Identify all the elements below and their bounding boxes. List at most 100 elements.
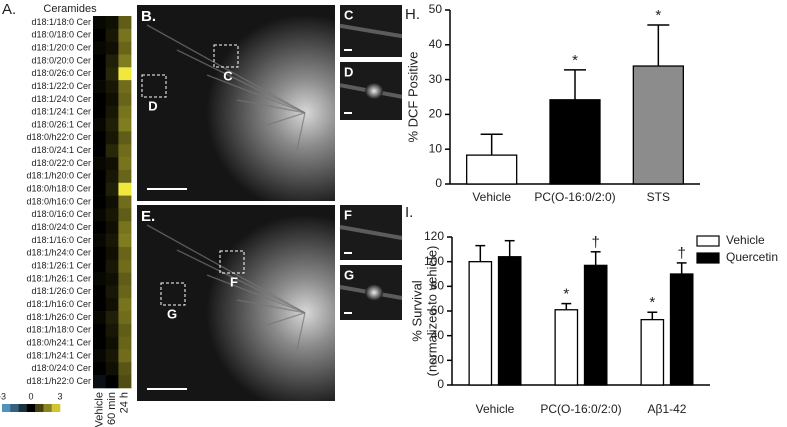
- heat-cell: [105, 323, 119, 337]
- heat-cell: [93, 285, 106, 299]
- bar: [468, 261, 493, 386]
- cell-body: [365, 83, 384, 99]
- heat-cell: [118, 169, 132, 184]
- row-label: d18:1/h18:0 Cer: [26, 325, 91, 335]
- row-label: d18:0/18:0 Cer: [31, 30, 91, 40]
- significance-mark: *: [649, 294, 655, 311]
- y-tick-label: 80: [431, 279, 445, 293]
- heat-cell: [118, 131, 132, 145]
- legend-label: Vehicle: [726, 233, 765, 247]
- heat-cell: [118, 323, 132, 337]
- heat-cell: [118, 67, 132, 81]
- row-label: d18:0/h16:0 Cer: [26, 196, 91, 206]
- heat-cell: [93, 54, 106, 68]
- heat-cell: [118, 234, 132, 248]
- neurite: [266, 112, 306, 126]
- heat-cell: [105, 16, 119, 30]
- heat-cell: [105, 259, 119, 273]
- heat-cell: [105, 208, 119, 222]
- heat-cell: [105, 157, 119, 171]
- row-label: d18:1/22:0 Cer: [31, 81, 91, 91]
- heat-cell: [93, 157, 106, 171]
- neurite: [176, 249, 306, 314]
- heat-cell: [105, 182, 119, 196]
- neurite: [146, 224, 306, 314]
- row-label: d18:1/26:1 Cer: [31, 261, 91, 271]
- heat-cell: [118, 118, 132, 132]
- heat-cell: [93, 375, 106, 389]
- heat-cell: [118, 349, 132, 363]
- y-tick-label: 60: [431, 303, 445, 317]
- row-label: d18:0/24:1 Cer: [31, 145, 91, 155]
- heat-cell: [93, 272, 106, 286]
- bar: [497, 256, 522, 386]
- micrograph: E. F G: [137, 205, 335, 401]
- heat-cell: [118, 182, 132, 196]
- row-label: d18:0/h22:0 Cer: [26, 132, 91, 142]
- x-tick-label: Vehicle: [476, 402, 515, 416]
- heat-cell: [93, 144, 106, 158]
- heat-cell: [105, 92, 119, 107]
- panel-letter: H.: [405, 6, 420, 23]
- row-label: d18:0/24:0 Cer: [31, 222, 91, 232]
- inset-box: [160, 282, 186, 306]
- heat-cell: [118, 41, 132, 55]
- bar: [632, 65, 684, 185]
- heat-cell: [93, 349, 106, 363]
- heat-cell: [93, 131, 106, 145]
- y-tick-label: 20: [431, 353, 445, 367]
- heat-cell: [105, 118, 119, 132]
- colorbar-cell: [18, 404, 28, 412]
- heat-cell: [118, 16, 132, 30]
- heat-cell: [118, 375, 132, 389]
- inset-box-label: C: [223, 68, 233, 83]
- heat-cell: [93, 80, 106, 94]
- panel-letter: A.: [2, 1, 16, 18]
- heat-cell: [118, 362, 132, 376]
- heat-cell: [105, 221, 119, 235]
- heat-cell: [105, 54, 119, 68]
- row-label: d18:0/24:0 Cer: [31, 363, 91, 373]
- heat-cell: [93, 182, 106, 196]
- x-tick-label: PC(O-16:0/2:0): [534, 190, 615, 204]
- micrograph-image: [137, 5, 335, 201]
- heat-cell: [93, 323, 106, 337]
- micrograph: G: [339, 265, 403, 320]
- colorbar-cell: [51, 404, 61, 412]
- x-tick-label: Aβ1-42: [648, 402, 687, 416]
- row-label: d18:1/26:0 Cer: [31, 286, 91, 296]
- legend-swatch: [696, 235, 720, 247]
- heat-cell: [105, 195, 119, 209]
- panel-letter: F: [344, 207, 352, 222]
- y-tick-label: 40: [429, 37, 443, 51]
- heat-cell: [118, 208, 132, 222]
- panel-letter: I.: [405, 204, 413, 221]
- neurite: [206, 74, 306, 114]
- row-label: d18:1/h24:1 Cer: [26, 350, 91, 360]
- inset-box-label: G: [167, 306, 177, 321]
- row-label: d18:0/h18:0 Cer: [26, 184, 91, 194]
- y-tick-label: 100: [424, 254, 444, 268]
- heat-cell: [105, 311, 119, 325]
- heat-cell: [118, 28, 132, 42]
- heat-cell: [118, 259, 132, 273]
- panel-letter: C: [344, 7, 354, 22]
- heat-cell: [93, 259, 106, 273]
- heat-cell: [105, 169, 119, 184]
- heat-cell: [93, 105, 106, 119]
- heat-cell: [105, 41, 119, 55]
- heat-cell: [105, 246, 119, 261]
- micrograph: C: [339, 5, 403, 57]
- heat-cell: [93, 311, 106, 325]
- neurite: [296, 112, 306, 151]
- y-tick-label: 30: [429, 72, 443, 86]
- heat-cell: [93, 221, 106, 235]
- inset-box-label: F: [230, 274, 238, 289]
- neurite: [176, 49, 306, 114]
- row-label: d18:1/h26:0 Cer: [26, 312, 91, 322]
- column-label: Vehicle: [93, 392, 105, 427]
- bar: [640, 318, 665, 386]
- heat-cell: [105, 285, 119, 299]
- row-label: d18:0/22:0 Cer: [31, 158, 91, 168]
